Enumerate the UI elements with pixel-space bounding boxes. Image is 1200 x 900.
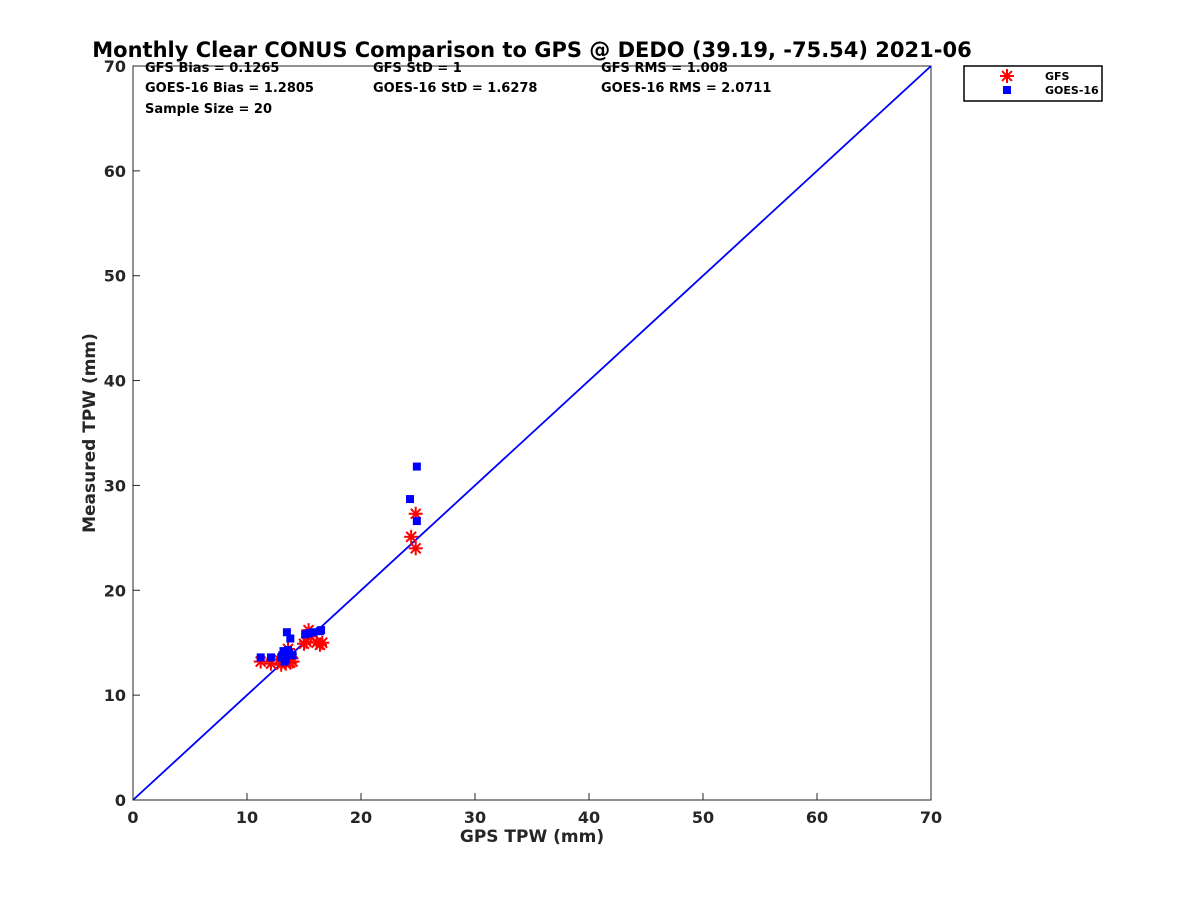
x-axis-label: GPS TPW (mm) xyxy=(460,827,604,847)
y-tick-label: 40 xyxy=(104,372,126,391)
stat-text: GOES-16 Bias = 1.2805 xyxy=(145,81,314,96)
legend-gfs-label: GFS xyxy=(1045,70,1070,83)
gfs-point xyxy=(315,635,330,650)
goes16-point xyxy=(280,657,289,666)
gfs-series xyxy=(253,506,423,672)
x-tick-label: 60 xyxy=(806,808,828,827)
goes16-point xyxy=(412,462,421,471)
y-tick-label: 60 xyxy=(104,162,126,181)
y-tick-label: 20 xyxy=(104,581,126,600)
goes16-point xyxy=(282,628,291,637)
y-axis-label: Measured TPW (mm) xyxy=(80,333,100,533)
stat-text: GFS Bias = 0.1265 xyxy=(145,61,279,76)
goes16-point xyxy=(304,629,313,638)
goes16-point xyxy=(406,495,415,504)
y-tick-label: 50 xyxy=(104,267,126,286)
goes16-point xyxy=(309,628,318,637)
goes16-point xyxy=(256,653,265,662)
x-tick-label: 70 xyxy=(920,808,942,827)
stat-text: GFS RMS = 1.008 xyxy=(601,61,728,76)
reference-line-group xyxy=(132,65,932,801)
gfs-point xyxy=(299,634,314,649)
legend-box xyxy=(963,65,1103,102)
stats-block: GFS Bias = 0.1265 GFS StD = 1 GFS RMS = 1.… xyxy=(145,61,771,117)
x-tick-label: 10 xyxy=(236,808,258,827)
stat-text: Sample Size = 20 xyxy=(145,102,272,117)
x-tick-label: 20 xyxy=(350,808,372,827)
y-tick-label: 0 xyxy=(115,791,126,810)
y-tick-label: 10 xyxy=(104,686,126,705)
x-tick-label: 40 xyxy=(578,808,600,827)
y-tick-label: 30 xyxy=(104,476,126,495)
stat-text: GOES-16 RMS = 2.0711 xyxy=(601,81,771,96)
goes16-point xyxy=(279,647,288,656)
plot-area xyxy=(132,65,932,801)
reference-line xyxy=(132,65,932,801)
legend-goes16-label: GOES-16 xyxy=(1045,84,1099,97)
gfs-point xyxy=(404,529,419,544)
chart-title: Monthly Clear CONUS Comparison to GPS @ … xyxy=(92,38,971,62)
gfs-point xyxy=(408,541,423,556)
goes16-point xyxy=(286,634,295,643)
y-tick-label: 70 xyxy=(104,57,126,76)
stat-text: GFS StD = 1 xyxy=(373,61,462,76)
legend-goes16-marker xyxy=(1003,86,1011,94)
stat-text: GOES-16 StD = 1.6278 xyxy=(373,81,537,96)
goes16-point xyxy=(288,651,297,660)
goes16-point xyxy=(284,646,293,655)
x-tick-label: 50 xyxy=(692,808,714,827)
legend-gfs-marker xyxy=(1000,69,1014,83)
axes: 0 10 20 30 40 50 60 70 0 10 20 30 40 50 60 70 xyxy=(104,57,942,827)
goes16-point xyxy=(266,653,275,662)
goes16-point xyxy=(277,653,286,662)
x-tick-label: 0 xyxy=(127,808,138,827)
x-tick-label: 30 xyxy=(464,808,486,827)
goes16-point xyxy=(317,626,326,635)
goes16-series xyxy=(256,462,421,666)
goes16-point xyxy=(412,517,421,526)
